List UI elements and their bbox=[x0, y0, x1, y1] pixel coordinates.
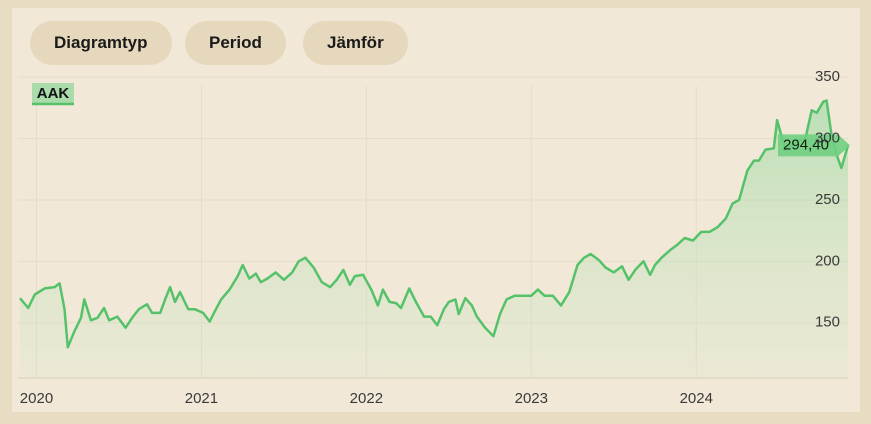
x-tick-label: 2021 bbox=[185, 390, 218, 407]
x-tick-label: 2024 bbox=[680, 390, 713, 407]
last-value-badge bbox=[778, 134, 850, 157]
period-button[interactable]: Period bbox=[185, 21, 286, 65]
y-tick-label: 250 bbox=[815, 191, 840, 208]
last-value-label: 294,40 bbox=[783, 136, 829, 153]
y-tick-label: 150 bbox=[815, 314, 840, 331]
y-tick-label: 300 bbox=[815, 130, 840, 147]
legend-swatch bbox=[32, 83, 74, 104]
x-tick-label: 2022 bbox=[350, 390, 383, 407]
y-tick-label: 200 bbox=[815, 252, 840, 269]
compare-button[interactable]: Jämför bbox=[303, 21, 408, 65]
y-tick-label: 350 bbox=[815, 68, 840, 85]
area bbox=[20, 100, 848, 378]
x-tick-label: 2020 bbox=[20, 390, 53, 407]
x-tick-label: 2023 bbox=[515, 390, 548, 407]
chart-type-button[interactable]: Diagramtyp bbox=[30, 21, 172, 65]
price-line bbox=[19, 99, 850, 349]
legend-label: AAK bbox=[37, 85, 70, 102]
